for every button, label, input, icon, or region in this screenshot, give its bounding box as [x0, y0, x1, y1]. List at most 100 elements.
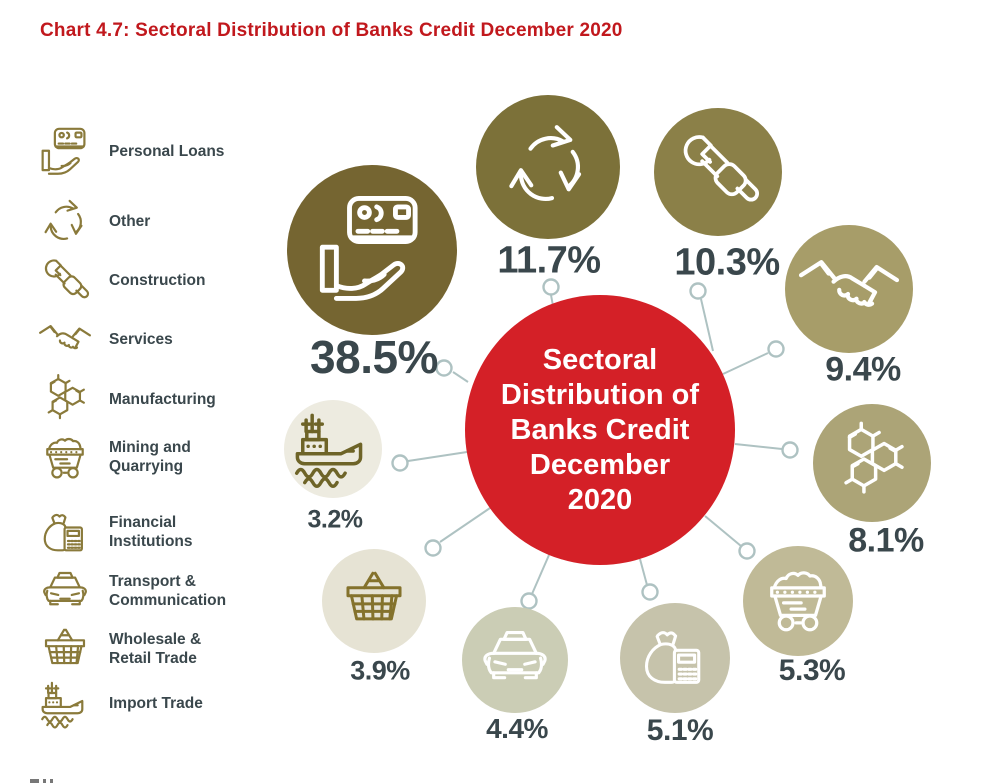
connector-dot-transport-communication	[520, 592, 538, 610]
legend-label-mining-and-quarrying: Mining and Quarrying	[109, 439, 191, 475]
legend-icon-box	[36, 431, 94, 485]
ship-icon	[41, 681, 84, 729]
value-label-services: 9.4%	[825, 350, 901, 389]
connector-dot-construction	[689, 282, 707, 300]
taxi-icon	[43, 571, 87, 606]
connector-dot-wholesale-retail-trade	[424, 539, 442, 557]
legend-label-construction: Construction	[109, 271, 206, 289]
connector-line-construction	[700, 298, 714, 352]
handshake-icon	[798, 260, 900, 307]
connector-dot-personal-loans	[435, 359, 453, 377]
connector-dot-financial-institutions	[641, 583, 659, 601]
credit-card-hand-icon	[319, 196, 418, 301]
legend-icon-box	[36, 677, 94, 731]
money-bag-calculator-icon	[43, 513, 83, 552]
hexagons-icon	[47, 374, 85, 420]
value-label-construction: 10.3%	[674, 241, 780, 284]
connector-dot-manufacturing	[781, 441, 799, 459]
bubble-construction	[654, 108, 782, 236]
value-label-financial-institutions: 5.1%	[646, 714, 714, 747]
legend-label-import-trade: Import Trade	[109, 694, 203, 712]
connector-line-import-trade	[407, 451, 468, 462]
connector-line-mining-and-quarrying	[704, 515, 742, 547]
legend-icon-box	[36, 254, 94, 308]
taxi-icon	[483, 630, 547, 680]
money-bag-calculator-icon	[644, 631, 701, 684]
center-line-3: Banks Credit	[510, 413, 690, 446]
legend-icon-box	[36, 565, 94, 619]
legend: Personal Loans Other Construction Services M…	[0, 0, 280, 784]
ship-icon	[294, 413, 363, 488]
value-label-import-trade: 3.2%	[307, 505, 363, 534]
bubble-personal-loans	[287, 165, 457, 335]
legend-label-transport-communication: Transport & Communication	[109, 573, 227, 609]
basket-icon	[44, 628, 86, 665]
bubble-import-trade	[284, 400, 382, 498]
legend-item-manufacturing: Manufacturing	[36, 368, 241, 432]
legend-label-wholesale-retail-trade: Wholesale & Retail Trade	[109, 631, 202, 667]
bubble-financial-institutions	[620, 603, 730, 713]
legend-icon-box	[36, 313, 94, 367]
connector-dot-other	[542, 278, 560, 296]
bubble-wholesale-retail-trade	[322, 549, 426, 653]
recycle-icon	[44, 199, 83, 240]
legend-item-mining-and-quarrying: Mining and Quarrying	[36, 426, 241, 490]
legend-item-personal-loans: Personal Loans	[36, 120, 241, 184]
chart-title: Chart 4.7: Sectoral Distribution of Bank…	[40, 20, 623, 41]
mine-cart-icon	[46, 437, 84, 479]
value-label-manufacturing: 8.1%	[848, 521, 924, 560]
connector-line-wholesale-retail-trade	[439, 507, 491, 543]
basket-icon	[346, 571, 402, 621]
legend-item-construction: Construction	[36, 249, 241, 313]
bubble-mining-and-quarrying	[743, 546, 853, 656]
connector-dot-services	[767, 340, 785, 358]
center-line-4: December	[529, 448, 671, 481]
connector-line-financial-institutions	[639, 558, 648, 586]
footer-fragment	[30, 779, 53, 784]
center-line-5: 2020	[567, 483, 633, 516]
wrench-hand-icon	[683, 135, 759, 202]
connector-line-manufacturing	[734, 443, 783, 450]
credit-card-hand-icon	[41, 127, 86, 175]
connector-line-personal-loans	[452, 371, 469, 383]
legend-icon-box	[36, 125, 94, 179]
center-line-2: Distribution of	[500, 378, 700, 411]
bubble-other	[476, 95, 620, 239]
value-label-transport-communication: 4.4%	[486, 713, 548, 744]
connector-line-services	[722, 352, 769, 375]
hexagons-icon	[844, 421, 904, 494]
legend-icon-box	[36, 195, 94, 249]
wrench-hand-icon	[44, 259, 90, 299]
legend-icon-box	[36, 373, 94, 427]
value-label-wholesale-retail-trade: 3.9%	[350, 655, 410, 686]
legend-icon-box	[36, 506, 94, 560]
bubble-manufacturing	[813, 404, 931, 522]
legend-label-manufacturing: Manufacturing	[109, 390, 216, 408]
legend-label-financial-institutions: Financial Institutions	[109, 514, 193, 550]
legend-label-other: Other	[109, 212, 151, 230]
legend-item-import-trade: Import Trade	[36, 672, 241, 736]
mine-cart-icon	[770, 571, 826, 632]
legend-item-transport-communication: Transport & Communication	[36, 560, 241, 624]
value-label-other: 11.7%	[497, 239, 601, 282]
value-label-personal-loans: 38.5%	[310, 331, 438, 383]
legend-item-services: Services	[36, 308, 241, 372]
legend-icon-box	[36, 623, 94, 677]
center-line-1: Sectoral	[542, 343, 658, 376]
connector-dot-import-trade	[391, 454, 409, 472]
legend-item-other: Other	[36, 190, 241, 254]
connector-dot-mining-and-quarrying	[738, 542, 756, 560]
legend-label-services: Services	[109, 330, 173, 348]
legend-label-personal-loans: Personal Loans	[109, 142, 225, 160]
recycle-icon	[509, 125, 582, 201]
connector-line-transport-communication	[531, 554, 550, 595]
value-label-mining-and-quarrying: 5.3%	[778, 654, 846, 687]
bubble-transport-communication	[462, 607, 568, 713]
bubble-services	[785, 225, 913, 353]
handshake-icon	[39, 324, 91, 350]
legend-item-wholesale-retail-trade: Wholesale & Retail Trade	[36, 618, 241, 682]
center-circle: Sectoral Distribution of Banks Credit De…	[465, 295, 735, 565]
